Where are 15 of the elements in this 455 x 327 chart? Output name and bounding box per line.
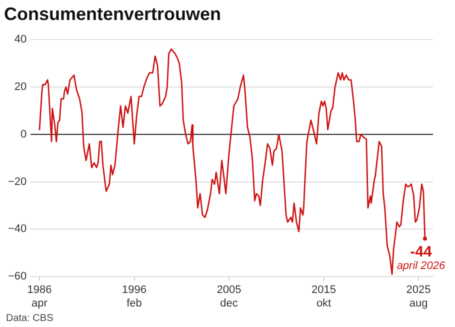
x-tick-label: 1986 apr	[27, 284, 52, 310]
text: Data: CBS	[6, 313, 54, 324]
x-tick-label: 1996 feb	[122, 284, 146, 310]
y-tick-label: −40	[8, 223, 27, 236]
y-tick-label: 20	[14, 81, 27, 94]
x-tick-label: 2015 okt	[312, 284, 336, 310]
annotation: april 2026	[396, 260, 446, 272]
chart-title: Consumentenvertrouwen	[4, 4, 222, 24]
annotation: -44	[410, 243, 432, 260]
y-tick-label: 40	[14, 34, 27, 46]
x-tick-label: 2005 dec	[216, 284, 242, 310]
y-tick-label: −20	[8, 176, 27, 188]
x-tick-label: 2025 aug	[406, 284, 431, 310]
y-tick-label: 0	[20, 128, 27, 140]
y-tick-label: −60	[8, 270, 27, 283]
